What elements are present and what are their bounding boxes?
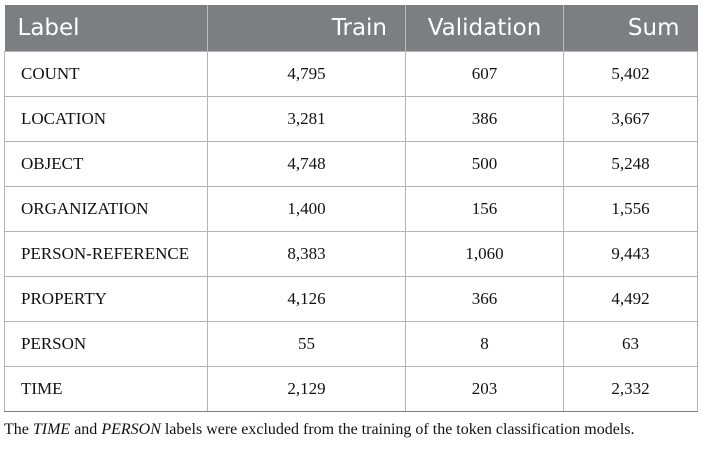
- cell-validation: 156: [405, 186, 564, 232]
- table-row: LOCATION 3,281 386 3,667: [4, 96, 698, 142]
- cell-train: 1,400: [207, 186, 406, 232]
- cell-label: ORGANIZATION: [4, 186, 208, 232]
- cell-label: COUNT: [4, 51, 208, 97]
- cell-validation: 366: [405, 276, 564, 322]
- footnote-time-label: TIME: [32, 421, 71, 438]
- column-header-validation: Validation: [405, 5, 564, 52]
- cell-train: 55: [207, 321, 406, 367]
- table-row: PROPERTY 4,126 366 4,492: [4, 276, 698, 322]
- footnote-text: The: [4, 421, 33, 438]
- cell-train: 2,129: [207, 366, 406, 412]
- cell-train: 4,126: [207, 276, 406, 322]
- label-distribution-table: Label Train Validation Sum COUNT 4,795 6…: [4, 5, 698, 412]
- cell-sum: 1,556: [563, 186, 698, 232]
- data-table-container: Label Train Validation Sum COUNT 4,795 6…: [4, 5, 698, 412]
- header-row: Label Train Validation Sum: [4, 5, 698, 52]
- cell-label: OBJECT: [4, 141, 208, 187]
- cell-label: PERSON: [4, 321, 208, 367]
- cell-validation: 607: [405, 51, 564, 97]
- cell-validation: 8: [405, 321, 564, 367]
- cell-sum: 63: [563, 321, 698, 367]
- table-row: PERSON-REFERENCE 8,383 1,060 9,443: [4, 231, 698, 277]
- table-row: TIME 2,129 203 2,332: [4, 366, 698, 412]
- cell-validation: 500: [405, 141, 564, 187]
- cell-validation: 1,060: [405, 231, 564, 277]
- cell-sum: 5,402: [563, 51, 698, 97]
- cell-validation: 203: [405, 366, 564, 412]
- cell-train: 4,795: [207, 51, 406, 97]
- cell-sum: 4,492: [563, 276, 698, 322]
- cell-sum: 3,667: [563, 96, 698, 142]
- column-header-sum: Sum: [563, 5, 698, 52]
- cell-label: PROPERTY: [4, 276, 208, 322]
- table-row: COUNT 4,795 607 5,402: [4, 51, 698, 97]
- cell-validation: 386: [405, 96, 564, 142]
- cell-label: TIME: [4, 366, 208, 412]
- cell-label: PERSON-REFERENCE: [4, 231, 208, 277]
- cell-train: 4,748: [207, 141, 406, 187]
- cell-sum: 9,443: [563, 231, 698, 277]
- column-header-train: Train: [207, 5, 406, 52]
- footnote-person-label: PERSON: [101, 421, 161, 438]
- footnote-text: labels were excluded from the training o…: [160, 421, 635, 438]
- table-row: PERSON 55 8 63: [4, 321, 698, 367]
- table-footnote: The TIME and PERSON labels were excluded…: [4, 419, 697, 441]
- cell-sum: 5,248: [563, 141, 698, 187]
- footnote-text: and: [70, 421, 102, 438]
- cell-train: 3,281: [207, 96, 406, 142]
- table-row: ORGANIZATION 1,400 156 1,556: [4, 186, 698, 232]
- cell-train: 8,383: [207, 231, 406, 277]
- cell-sum: 2,332: [563, 366, 698, 412]
- table-row: OBJECT 4,748 500 5,248: [4, 141, 698, 187]
- column-header-label: Label: [4, 5, 208, 52]
- cell-label: LOCATION: [4, 96, 208, 142]
